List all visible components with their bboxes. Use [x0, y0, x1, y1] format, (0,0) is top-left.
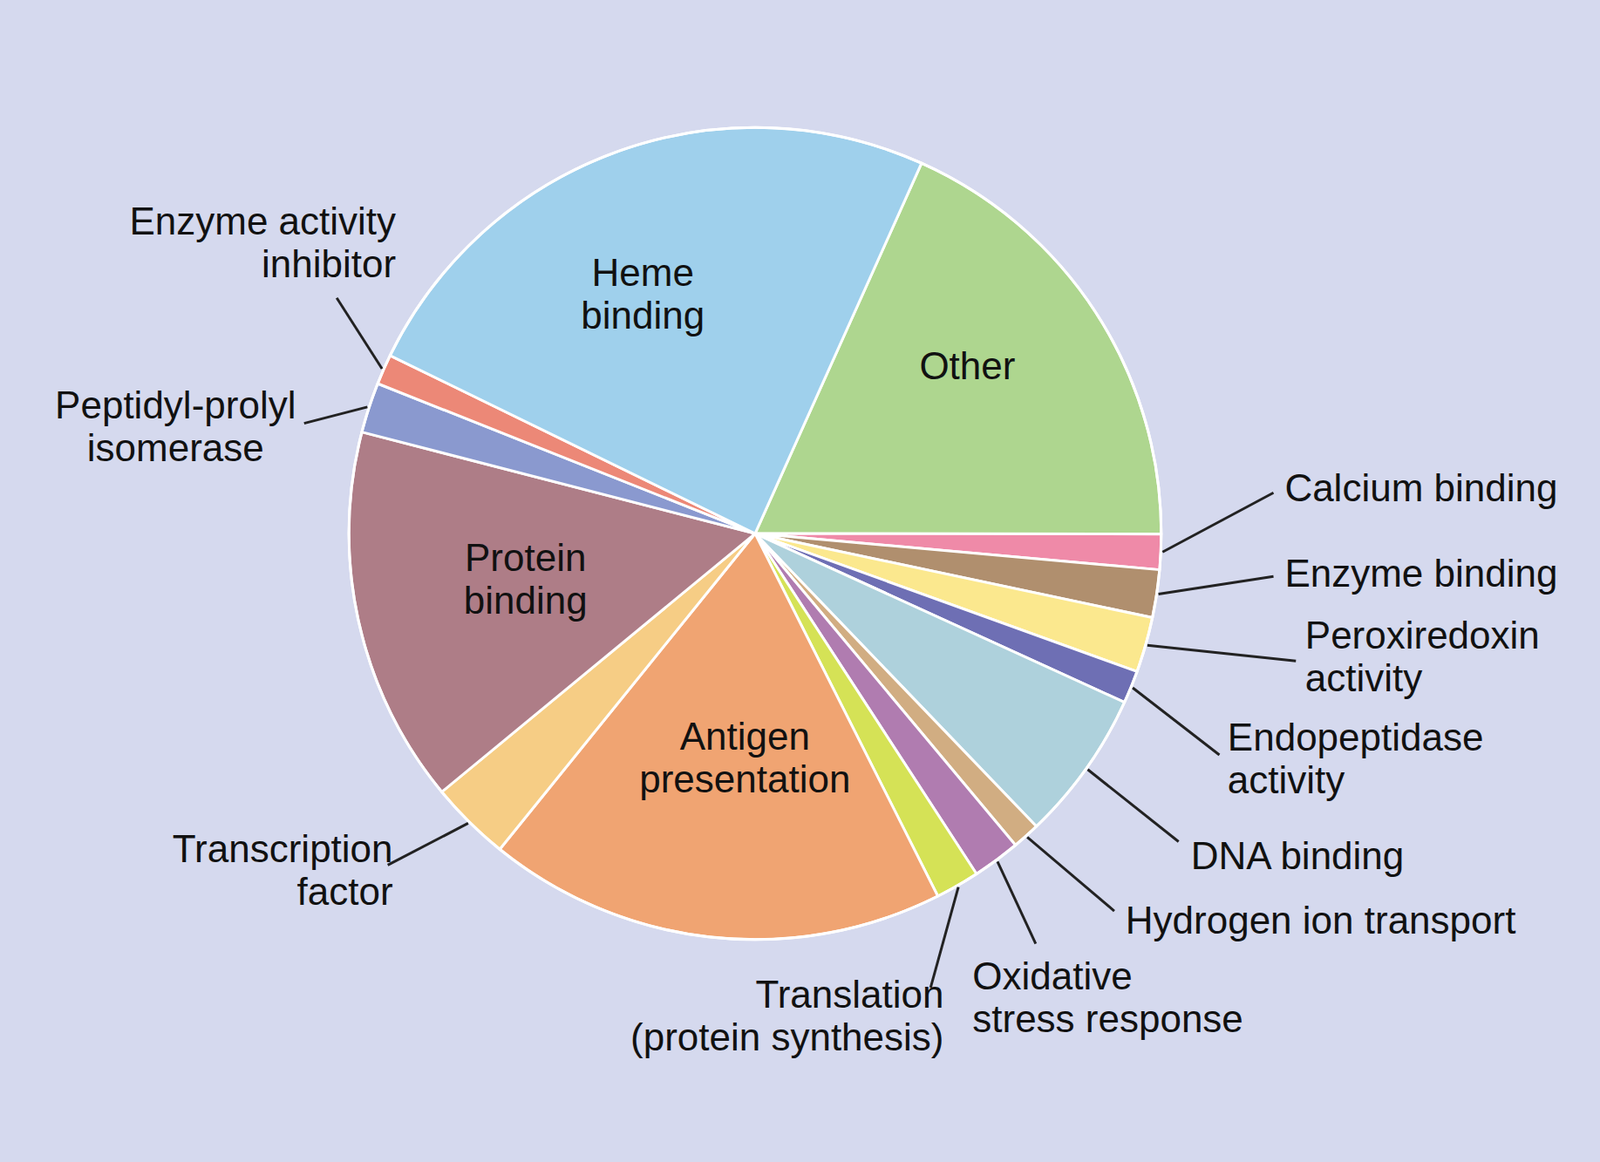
label-line: Peroxiredoxin: [1305, 613, 1540, 657]
slice-label: Other: [919, 344, 1015, 388]
chart-container: Other Calcium binding Enzyme binding Peroxi…: [0, 0, 1600, 1162]
leader-lines: [304, 298, 1297, 988]
pie-chart: Other Calcium binding Enzyme binding Peroxi…: [0, 0, 1600, 1162]
label-line: stress response: [972, 997, 1244, 1041]
slice-label: Antigenpresentation: [639, 714, 851, 801]
slice-label: Peptidyl-prolylisomerase: [54, 383, 296, 470]
label-line: Other: [919, 344, 1015, 388]
slice-label: DNA binding: [1191, 834, 1405, 878]
label-line: factor: [297, 870, 394, 913]
label-line: Peptidyl-prolyl: [54, 383, 296, 427]
background: [0, 0, 1600, 1162]
pie-slice: [389, 127, 922, 534]
leader-line: [1147, 645, 1296, 661]
label-line: Hydrogen ion transport: [1125, 898, 1517, 942]
label-line: Enzyme activity: [129, 199, 396, 243]
slice-label: Transcriptionfactor: [172, 827, 394, 913]
label-line: Endopeptidase: [1227, 715, 1485, 759]
leader-line: [1027, 837, 1115, 912]
label-line: inhibitor: [261, 242, 396, 286]
label-line: activity: [1227, 758, 1345, 802]
slice-label: Hemebinding: [580, 251, 705, 337]
labels: Other Calcium binding Enzyme binding Peroxi…: [54, 199, 1558, 1059]
leader-line: [1162, 492, 1274, 552]
label-line: Transcription: [172, 827, 394, 871]
leader-line: [997, 861, 1036, 944]
label-line: activity: [1305, 656, 1423, 700]
leader-line: [304, 407, 368, 424]
slice-label: Hydrogen ion transport: [1125, 898, 1517, 942]
leader-line: [1087, 769, 1178, 843]
slice-label: Peroxiredoxinactivity: [1305, 613, 1540, 700]
label-line: Enzyme binding: [1284, 551, 1558, 595]
slice-label: Oxidativestress response: [972, 954, 1244, 1041]
leader-line: [1132, 687, 1219, 756]
label-line: Translation: [755, 973, 944, 1016]
slice-label: Endopeptidaseactivity: [1227, 715, 1485, 802]
label-line: isomerase: [87, 426, 265, 470]
label-line: DNA binding: [1191, 834, 1405, 878]
slice-label: Enzyme activityinhibitor: [129, 199, 396, 286]
label-line: Antigen: [680, 714, 811, 758]
label-line: Oxidative: [972, 954, 1132, 998]
label-line: (protein synthesis): [630, 1015, 944, 1059]
label-line: binding: [580, 293, 705, 337]
label-line: Protein: [464, 536, 586, 579]
label-line: Calcium binding: [1284, 466, 1558, 510]
slice-label: Translation(protein synthesis): [630, 973, 944, 1059]
label-line: binding: [463, 578, 588, 622]
slices: [348, 127, 1162, 940]
leader-line: [388, 823, 469, 865]
slice-label: Calcium binding: [1284, 466, 1558, 510]
label-line: presentation: [639, 757, 851, 801]
leader-line: [1158, 576, 1274, 594]
pie-outline: [348, 127, 1162, 940]
label-line: Heme: [592, 251, 695, 294]
slice-label: Enzyme binding: [1284, 551, 1558, 595]
leader-line: [336, 298, 382, 369]
slice-label: Proteinbinding: [463, 536, 588, 622]
